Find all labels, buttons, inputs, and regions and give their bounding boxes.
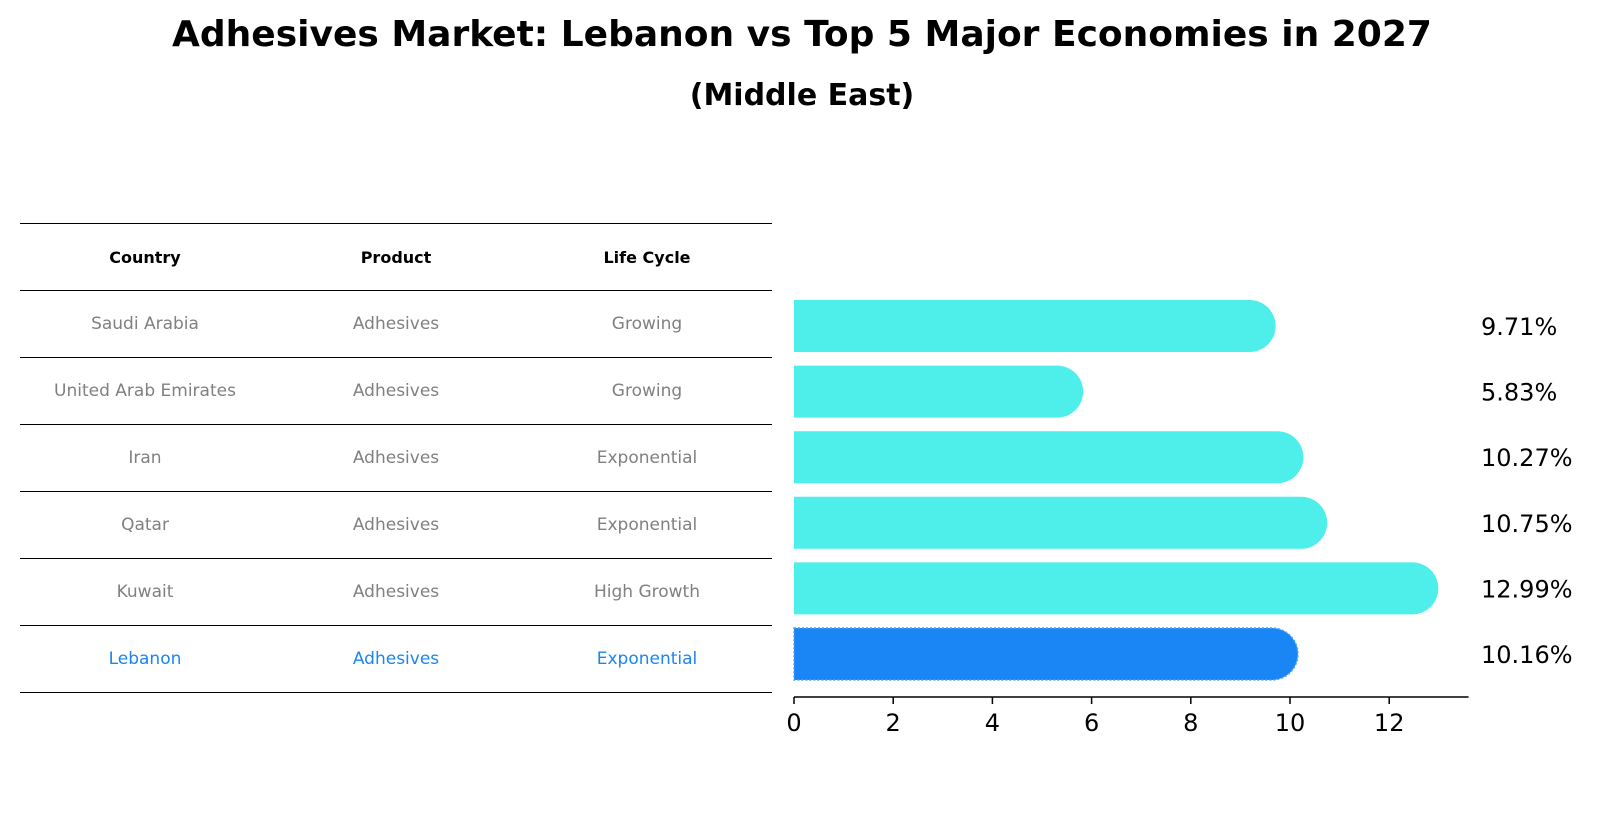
table-header-row: Country Product Life Cycle (20, 223, 772, 290)
cell-life-cycle: Exponential (596, 649, 698, 669)
cell-life-cycle: Exponential (596, 448, 698, 468)
bar (794, 431, 1304, 484)
cell-product: Adhesives (352, 381, 440, 401)
cell-country: Kuwait (116, 582, 174, 602)
header-product: Product (360, 247, 432, 267)
bar (794, 365, 1084, 418)
data-label: 10.75% (1481, 510, 1573, 538)
table-row: United Arab Emirates Adhesives Growing (20, 357, 772, 424)
cell-country: Saudi Arabia (91, 314, 199, 334)
data-label: 12.99% (1481, 575, 1573, 603)
cell-country: Lebanon (108, 649, 182, 669)
cell-product: Adhesives (352, 515, 440, 535)
cell-life-cycle: Growing (611, 381, 683, 401)
header-country: Country (109, 247, 181, 267)
bar (793, 627, 1299, 681)
cell-life-cycle: Growing (611, 314, 683, 334)
x-tick-label: 8 (1183, 709, 1198, 737)
cell-country: Iran (128, 448, 162, 468)
data-table: Country Product Life Cycle Saudi Arabia … (20, 223, 772, 693)
data-label: 9.71% (1481, 313, 1557, 341)
table-row-highlight: Lebanon Adhesives Exponential (20, 625, 772, 693)
table-row: Saudi Arabia Adhesives Growing (20, 290, 772, 357)
cell-product: Adhesives (352, 649, 440, 669)
cell-country: United Arab Emirates (54, 381, 236, 401)
cell-product: Adhesives (352, 582, 440, 602)
data-label: 10.16% (1481, 641, 1573, 669)
cell-product: Adhesives (352, 314, 440, 334)
cell-life-cycle: High Growth (593, 582, 700, 602)
data-label: 10.27% (1481, 444, 1573, 472)
x-tick-label: 12 (1374, 709, 1405, 737)
chart-subtitle: (Middle East) (689, 78, 915, 113)
table-row: Kuwait Adhesives High Growth (20, 558, 772, 625)
cell-product: Adhesives (352, 448, 440, 468)
header-life-cycle: Life Cycle (603, 247, 691, 267)
x-tick-label: 6 (1084, 709, 1099, 737)
cell-country: Qatar (121, 515, 169, 535)
bar (794, 562, 1439, 615)
cell-life-cycle: Exponential (596, 515, 698, 535)
bar (794, 496, 1328, 549)
table-row: Qatar Adhesives Exponential (20, 491, 772, 558)
x-tick-label: 10 (1275, 709, 1306, 737)
chart-title: Adhesives Market: Lebanon vs Top 5 Major… (172, 14, 1432, 55)
x-tick-label: 4 (985, 709, 1000, 737)
table-row: Iran Adhesives Exponential (20, 424, 772, 491)
x-tick-label: 2 (886, 709, 901, 737)
x-tick-label: 0 (786, 709, 801, 737)
data-label: 5.83% (1481, 379, 1557, 407)
bar (794, 300, 1276, 352)
